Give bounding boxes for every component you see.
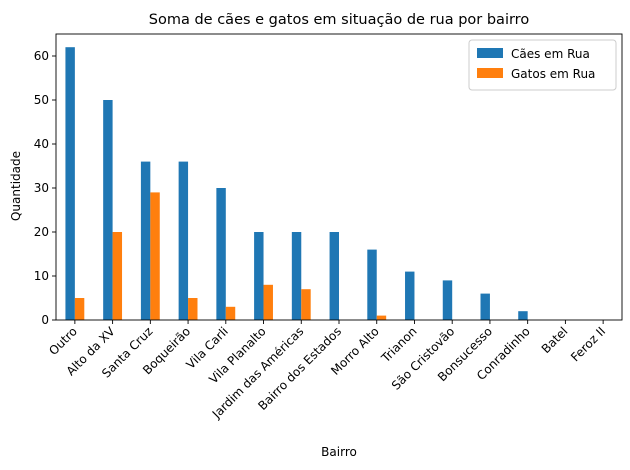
bar-dogs [178, 161, 189, 320]
y-tick-label: 20 [34, 225, 49, 239]
bar-dogs [65, 47, 75, 320]
x-axis-label: Bairro [321, 445, 357, 459]
x-tick-label: Outro [46, 324, 80, 358]
bar-dogs [518, 311, 528, 320]
x-tick-label: Feroz II [568, 324, 608, 364]
y-tick-label: 0 [41, 313, 49, 327]
y-tick-label: 60 [34, 49, 49, 63]
y-tick-label: 50 [34, 93, 49, 107]
y-tick-label: 30 [34, 181, 49, 195]
bar-dogs [216, 188, 226, 320]
bar-dogs [405, 271, 415, 320]
bar-cats [74, 298, 85, 320]
legend: Cães em Rua Gatos em Rua [468, 39, 617, 91]
y-tick-label: 40 [34, 137, 49, 151]
bar-cats [188, 298, 198, 320]
bar-cats [225, 306, 236, 320]
y-axis-label: Quantidade [9, 151, 23, 221]
bar-cats [150, 192, 160, 320]
legend-swatch [477, 48, 503, 58]
chart-title: Soma de cães e gatos em situação de rua … [149, 12, 530, 28]
bar-dogs [367, 249, 377, 320]
x-tick-label: Batel [539, 324, 571, 356]
bar-cats [263, 284, 273, 320]
legend-label: Cães em Rua [511, 47, 590, 61]
bar-dogs [103, 100, 113, 320]
bar-dogs [254, 232, 264, 320]
bar-dogs [140, 161, 151, 320]
bar-dogs [329, 232, 339, 320]
bar-cats [112, 232, 123, 320]
legend-swatch [477, 68, 503, 78]
legend-box [468, 39, 617, 91]
bar-dogs [291, 232, 302, 320]
y-tick-label: 10 [34, 269, 49, 283]
bar-cats [376, 315, 387, 320]
bar-dogs [442, 280, 453, 320]
bar-dogs [480, 293, 490, 320]
legend-label: Gatos em Rua [511, 67, 595, 81]
bar-cats [301, 289, 311, 320]
